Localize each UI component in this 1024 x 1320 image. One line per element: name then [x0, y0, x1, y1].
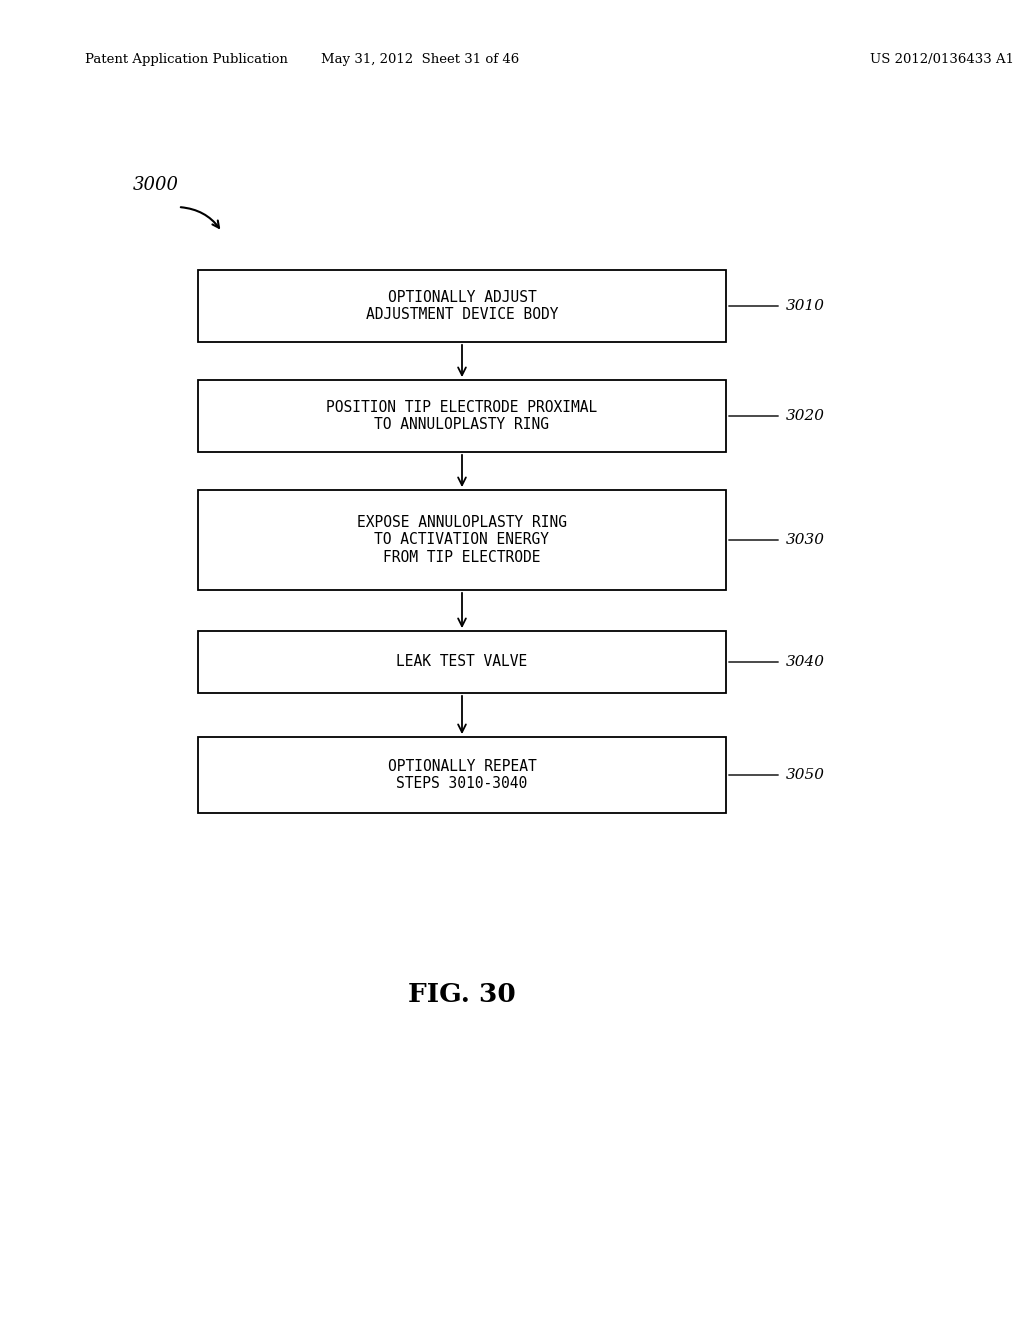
Text: LEAK TEST VALVE: LEAK TEST VALVE	[396, 655, 527, 669]
Bar	[198, 737, 726, 813]
Bar	[198, 380, 726, 451]
Text: OPTIONALLY REPEAT
STEPS 3010-3040: OPTIONALLY REPEAT STEPS 3010-3040	[388, 759, 537, 791]
Text: 3000: 3000	[133, 176, 179, 194]
Bar	[198, 490, 726, 590]
Text: 3030: 3030	[786, 533, 825, 546]
Text: May 31, 2012  Sheet 31 of 46: May 31, 2012 Sheet 31 of 46	[321, 54, 519, 66]
Text: 3020: 3020	[786, 409, 825, 422]
Text: POSITION TIP ELECTRODE PROXIMAL
TO ANNULOPLASTY RING: POSITION TIP ELECTRODE PROXIMAL TO ANNUL…	[327, 400, 598, 432]
Text: FIG. 30: FIG. 30	[409, 982, 516, 1007]
Bar	[198, 271, 726, 342]
Text: Patent Application Publication: Patent Application Publication	[85, 54, 288, 66]
Bar	[198, 631, 726, 693]
Text: OPTIONALLY ADJUST
ADJUSTMENT DEVICE BODY: OPTIONALLY ADJUST ADJUSTMENT DEVICE BODY	[366, 290, 558, 322]
Text: 3050: 3050	[786, 768, 825, 781]
Text: EXPOSE ANNULOPLASTY RING
TO ACTIVATION ENERGY
FROM TIP ELECTRODE: EXPOSE ANNULOPLASTY RING TO ACTIVATION E…	[357, 515, 567, 565]
Text: 3040: 3040	[786, 655, 825, 669]
Text: US 2012/0136433 A1: US 2012/0136433 A1	[870, 54, 1014, 66]
Text: 3010: 3010	[786, 300, 825, 313]
